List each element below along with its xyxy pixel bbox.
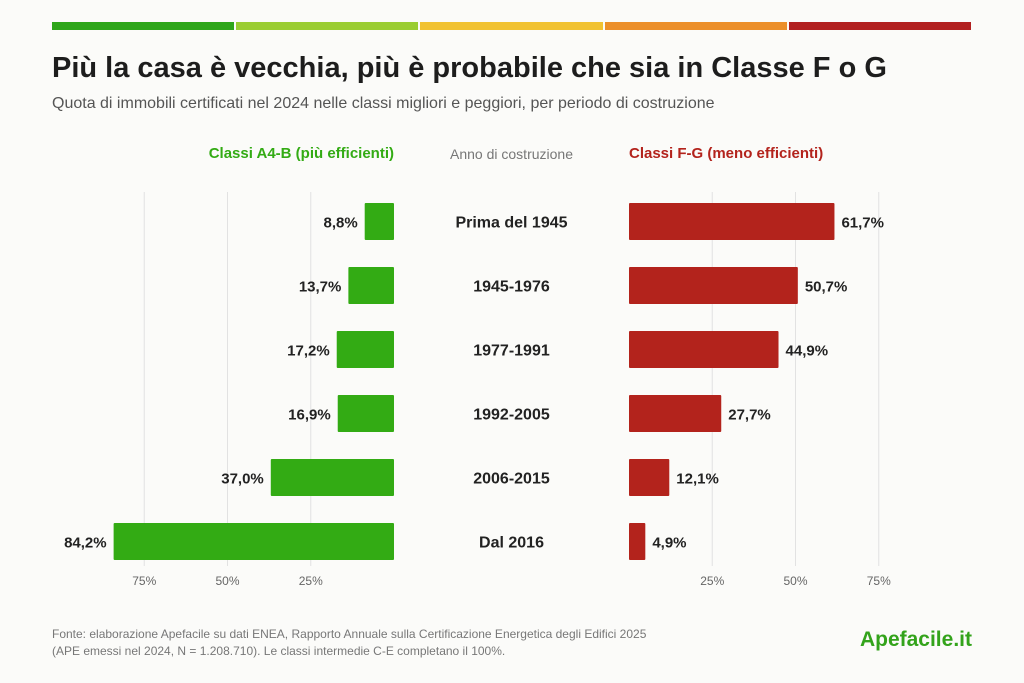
data-label: 84,2% (64, 535, 107, 552)
color-scale-segment (788, 22, 972, 30)
data-label: 17,2% (287, 343, 330, 360)
bar-bad-classes (629, 203, 835, 240)
chart-subtitle: Quota di immobili certificati nel 2024 n… (52, 95, 715, 112)
color-scale-segment (420, 22, 603, 30)
color-scale-bar (52, 22, 972, 30)
bar-bad-classes (629, 459, 670, 496)
x-tick-label: 75% (867, 574, 891, 588)
right-column-header: Classi F-G (meno efficienti) (629, 145, 824, 162)
data-label: 50,7% (805, 279, 848, 296)
bar-good-classes (336, 331, 394, 368)
category-label: Dal 2016 (479, 535, 544, 552)
bar-bad-classes (629, 523, 646, 560)
category-label: 1945-1976 (473, 279, 550, 296)
data-label: 37,0% (221, 471, 264, 488)
x-tick-label: 25% (700, 574, 724, 588)
category-label: 1992-2005 (473, 407, 550, 424)
bar-good-classes (270, 459, 394, 496)
data-label: 61,7% (841, 215, 884, 232)
category-label: 2006-2015 (473, 471, 550, 488)
data-label: 27,7% (728, 407, 771, 424)
bar-good-classes (364, 203, 394, 240)
data-label: 13,7% (299, 279, 342, 296)
bar-good-classes (348, 267, 394, 304)
category-label: Prima del 1945 (455, 215, 567, 232)
data-label: 8,8% (323, 215, 357, 232)
bar-bad-classes (629, 267, 798, 304)
bar-good-classes (113, 523, 394, 560)
color-scale-segment (604, 22, 787, 30)
x-tick-label: 25% (299, 574, 323, 588)
color-scale-segment (52, 22, 235, 30)
source-note-line-2: (APE emessi nel 2024, N = 1.208.710). Le… (52, 644, 506, 658)
x-tick-label: 50% (783, 574, 807, 588)
data-label: 4,9% (652, 535, 686, 552)
source-note: Fonte: elaborazione Apefacile su dati EN… (52, 626, 646, 660)
bar-bad-classes (629, 395, 722, 432)
data-label: 44,9% (786, 343, 829, 360)
bar-bad-classes (629, 331, 779, 368)
x-tick-label: 50% (215, 574, 239, 588)
x-tick-label: 75% (132, 574, 156, 588)
brand-logo-text: Apefacile.it (859, 628, 972, 651)
category-label: 1977-1991 (473, 343, 550, 360)
left-column-header: Classi A4-B (più efficienti) (208, 145, 394, 162)
color-scale-segment (236, 22, 419, 30)
middle-column-header: Anno di costruzione (450, 146, 573, 162)
source-note-line-1: Fonte: elaborazione Apefacile su dati EN… (52, 627, 647, 641)
chart-title: Più la casa è vecchia, più è probabile c… (52, 52, 887, 84)
data-label: 16,9% (288, 407, 331, 424)
data-label: 12,1% (676, 471, 719, 488)
bar-good-classes (337, 395, 394, 432)
